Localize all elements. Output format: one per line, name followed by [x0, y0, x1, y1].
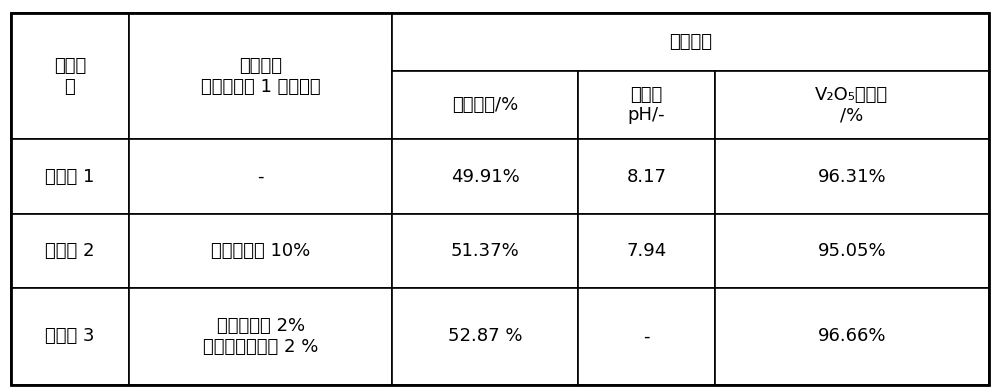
Text: 碳酸钠减少 10%: 碳酸钠减少 10%: [211, 242, 310, 260]
Text: 浸出液
pH/-: 浸出液 pH/-: [628, 86, 665, 124]
Text: 实例编
号: 实例编 号: [54, 57, 86, 96]
Bar: [129, 13, 392, 139]
Bar: [578, 139, 715, 214]
Bar: [11, 214, 129, 288]
Text: 95.05%: 95.05%: [818, 242, 886, 260]
Text: 49.91%: 49.91%: [451, 168, 520, 186]
Bar: [715, 288, 989, 385]
Bar: [129, 288, 392, 385]
Text: 实施例 3: 实施例 3: [45, 328, 95, 346]
Text: -: -: [257, 168, 264, 186]
Text: 52.87 %: 52.87 %: [448, 328, 523, 346]
Bar: [11, 288, 129, 385]
Text: -: -: [643, 328, 650, 346]
Bar: [392, 71, 578, 139]
Bar: [11, 13, 129, 139]
Text: 水玻璃增加 2%
钠基膨润土增加 2 %: 水玻璃增加 2% 钠基膨润土增加 2 %: [203, 317, 318, 356]
Bar: [578, 214, 715, 288]
Bar: [715, 139, 989, 214]
Bar: [129, 214, 392, 288]
Text: 浸出渣率/%: 浸出渣率/%: [452, 96, 518, 114]
Bar: [715, 214, 989, 288]
Text: 8.17: 8.17: [627, 168, 667, 186]
Text: 实施例 2: 实施例 2: [45, 242, 95, 260]
Bar: [578, 71, 715, 139]
Text: 数据指标: 数据指标: [669, 33, 712, 51]
Bar: [392, 214, 578, 288]
Bar: [392, 139, 578, 214]
Text: 51.37%: 51.37%: [451, 242, 520, 260]
Bar: [578, 288, 715, 385]
Text: 96.31%: 96.31%: [818, 168, 886, 186]
Bar: [715, 71, 989, 139]
Text: 96.66%: 96.66%: [818, 328, 886, 346]
Bar: [392, 288, 578, 385]
Bar: [129, 139, 392, 214]
Text: 实施例 1: 实施例 1: [45, 168, 95, 186]
Text: 工艺差异
（以实施例 1 为基准）: 工艺差异 （以实施例 1 为基准）: [201, 57, 320, 96]
Bar: [392, 13, 989, 71]
Bar: [11, 139, 129, 214]
Text: V₂O₅浸出率
/%: V₂O₅浸出率 /%: [815, 86, 888, 124]
Text: 7.94: 7.94: [626, 242, 667, 260]
